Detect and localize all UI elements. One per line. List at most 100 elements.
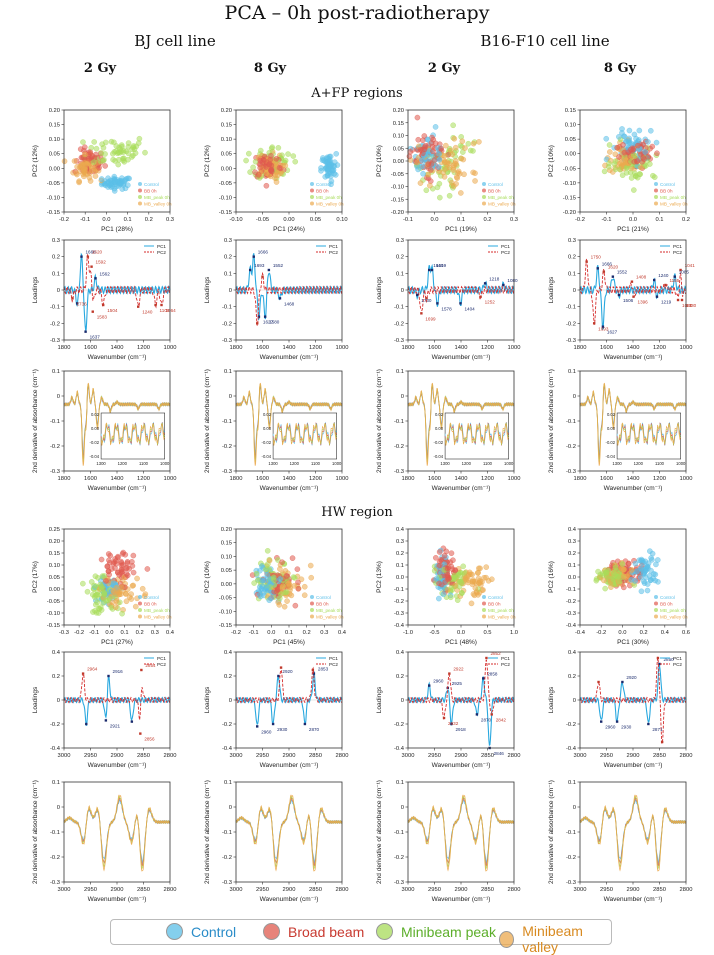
scatter-point <box>620 142 626 148</box>
peak-annotation: 1750 <box>591 255 602 260</box>
scatter-point <box>108 138 115 145</box>
y-tick-label: 0.20 <box>221 527 232 533</box>
inner-legend-label: PC2 <box>157 250 166 255</box>
inset-y-tick-label: -0.02 <box>434 440 444 445</box>
x-tick-label: 2800 <box>164 887 177 893</box>
scatter-point <box>96 164 102 171</box>
peak-marker <box>630 280 634 283</box>
peak-marker <box>621 680 624 684</box>
x-tick-label: 2800 <box>164 753 177 759</box>
x-tick-label: 0.4 <box>661 630 670 636</box>
scatter-point <box>483 574 489 581</box>
y-axis-label: 2nd derivative of absorbance (cm⁻¹) <box>204 369 211 473</box>
scatter-point <box>264 548 271 554</box>
chart-panel-11: 1300 1200 1100 1000 0.02 0.00 -0.02 -0.04 1800 16… <box>376 369 520 492</box>
y-tick-label: 0.3 <box>52 238 60 244</box>
inset-y-tick-label: -0.02 <box>90 440 100 445</box>
y-tick-label: -0.10 <box>219 195 232 201</box>
y-tick-label: 0.4 <box>396 527 405 533</box>
y-tick-label: 0.4 <box>396 650 405 656</box>
peak-marker <box>80 255 83 258</box>
scatter-point <box>457 572 463 579</box>
inner-legend-dot <box>482 188 486 193</box>
y-tick-label: 0.10 <box>565 123 576 129</box>
scatter-point <box>436 164 442 170</box>
scatter-point <box>653 139 660 146</box>
scatter-point <box>449 151 455 158</box>
y-tick-label: 0.00 <box>221 582 232 588</box>
y-tick-label: -0.2 <box>222 444 232 450</box>
inset-x-tick-label: 1000 <box>504 461 514 466</box>
legend-item-minibeam-peak: Minibeam peak <box>376 923 496 940</box>
chart-panel-21: 3000 2950 2900 2850 2800 -0.3 -0.2 -0.1 0 0.1 Wave… <box>32 780 176 903</box>
y-tick-label: 0.15 <box>393 121 404 127</box>
inner-legend-dot <box>654 201 658 206</box>
scatter-point <box>619 172 626 179</box>
y-tick-label: 0.20 <box>49 108 60 114</box>
x-tick-label: 2850 <box>653 753 666 759</box>
y-tick-label: -0.10 <box>219 609 232 615</box>
scatter-point <box>428 161 435 167</box>
y-tick-label: -0.15 <box>47 210 60 216</box>
chart-panel-23: 3000 2950 2900 2850 2800 -0.3 -0.2 -0.1 0 0.1 Wave… <box>376 780 520 903</box>
inner-legend-label: MB_valley 0h <box>316 615 344 620</box>
scatter-point <box>93 145 100 152</box>
pc1-line <box>407 676 515 747</box>
x-tick-label: -0.2 <box>74 630 84 636</box>
y-tick-label: -0.1 <box>50 305 60 311</box>
x-tick-label: 0.6 <box>682 630 690 636</box>
y-tick-label: -0.1 <box>566 830 576 836</box>
x-tick-label: 0.0 <box>618 630 626 636</box>
spectrum-line <box>235 794 343 872</box>
peak-annotation: 2858 <box>487 671 498 676</box>
y-axis-label: Loadings <box>548 276 555 303</box>
scatter-point <box>142 149 148 156</box>
peak-marker <box>611 275 615 278</box>
scatter-point <box>458 190 464 196</box>
y-tick-label: -0.15 <box>219 210 232 216</box>
y-tick-label: -0.4 <box>50 746 61 752</box>
scatter-point <box>257 165 263 171</box>
scatter-point <box>88 167 95 174</box>
scatter-point <box>274 588 280 595</box>
peak-marker <box>615 720 619 723</box>
scatter-point <box>250 164 256 171</box>
scatter-point <box>126 594 133 601</box>
y-tick-label: 0 <box>573 698 576 704</box>
peak-marker <box>428 684 431 687</box>
scatter-point <box>436 580 442 587</box>
x-tick-label: 1800 <box>574 345 587 351</box>
y-tick-label: -0.3 <box>50 338 60 344</box>
y-tick-label: 0.10 <box>49 137 60 143</box>
legend-item-minibeam-valley: Minibeam valley <box>499 923 611 955</box>
scatter-point <box>468 600 475 607</box>
x-tick-label: 0.1 <box>124 217 132 223</box>
peak-marker <box>676 298 680 302</box>
x-tick-label: 0.1 <box>285 630 293 636</box>
scatter-point <box>640 141 646 148</box>
x-tick-label: 0.0 <box>629 217 637 223</box>
peak-annotation: 2964 <box>87 667 98 672</box>
x-tick-label: 1200 <box>137 345 150 351</box>
scatter-point <box>647 548 653 554</box>
y-tick-label: -0.05 <box>563 166 576 172</box>
inner-legend-label: PC1 <box>157 656 166 661</box>
scatter-point <box>620 573 627 580</box>
scatter-point <box>436 180 443 187</box>
inner-legend-label: PC2 <box>501 662 510 667</box>
x-tick-label: 1200 <box>309 345 322 351</box>
spectrum-line <box>407 382 515 466</box>
y-axis-label: Loadings <box>204 686 211 713</box>
peak-marker <box>490 713 493 716</box>
peak-annotation: 1693 <box>598 326 609 331</box>
scatter-point <box>84 160 90 167</box>
x-axis-label: PC1 (48%) <box>445 639 477 646</box>
y-tick-label: -0.05 <box>391 172 404 178</box>
inner-legend-label: PC2 <box>157 662 166 667</box>
peak-marker <box>450 722 453 726</box>
spectrum-line <box>235 382 343 466</box>
scatter-point <box>123 591 129 597</box>
scatter-point <box>649 557 655 563</box>
y-tick-label: 0 <box>401 288 404 294</box>
